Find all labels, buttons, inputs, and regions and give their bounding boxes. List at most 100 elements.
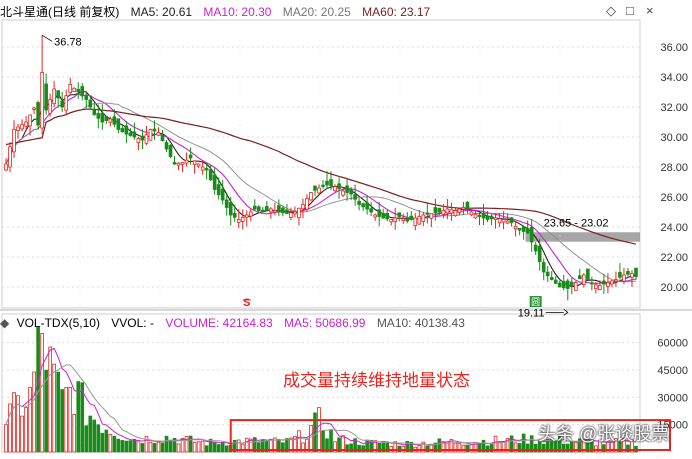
candle-body (64, 95, 69, 111)
candle-body (188, 154, 193, 159)
volume-bar (76, 381, 81, 453)
volume-bar (325, 438, 329, 453)
candle-body (40, 72, 44, 129)
candle-body (614, 279, 618, 282)
candle-body (493, 217, 498, 220)
volume-bar (545, 438, 550, 453)
volume-bar (88, 415, 93, 453)
volume-panel-toggle-icon[interactable]: ◆ (0, 316, 10, 330)
candle-body (293, 211, 297, 215)
candle-body (409, 215, 414, 220)
volume-bar (573, 441, 578, 453)
low-arrowhead (563, 309, 569, 316)
maximize-icon[interactable]: □ (626, 3, 634, 18)
volume-bar (188, 435, 193, 453)
candle-body (521, 226, 526, 232)
candle-body (333, 186, 337, 192)
candle-body (124, 125, 129, 135)
candle-body (200, 166, 205, 171)
volume-bar (357, 444, 361, 453)
volume-bar (240, 443, 245, 453)
volume-bar (321, 430, 325, 453)
ma20-line (5, 102, 637, 283)
volume-bar (565, 443, 570, 453)
watermark: 头条 @张谈股票 (538, 424, 670, 444)
candle-body (68, 84, 73, 94)
candle-body (501, 219, 506, 223)
volume-tick-label: 45000 (657, 365, 688, 377)
candle-body (80, 86, 85, 97)
candle-body (413, 217, 418, 226)
candle-body (405, 217, 410, 222)
candle-body (465, 201, 470, 211)
candle-body (116, 118, 121, 130)
candle-body (96, 113, 101, 119)
candle-body (12, 129, 16, 153)
price-tick-label: 32.00 (660, 102, 688, 114)
volume-bar (180, 438, 185, 453)
candle-body (244, 214, 249, 218)
candle-body (172, 162, 177, 165)
volume-bar (256, 442, 261, 453)
volume-bar (32, 371, 36, 453)
volume-bar (626, 444, 630, 453)
candle-body (361, 203, 365, 208)
candle-body (16, 126, 20, 131)
volume-bar (128, 440, 133, 453)
candle-body (32, 107, 36, 110)
volume-bar (252, 437, 257, 453)
volume-bar (533, 444, 538, 453)
candle-body (240, 216, 245, 222)
candle-body (385, 212, 390, 220)
volume-bar (341, 435, 345, 453)
candle-body (285, 209, 289, 214)
volume-bar (4, 424, 8, 453)
volume-bar (525, 443, 530, 453)
candle-body (373, 214, 377, 218)
volume-bar (582, 438, 586, 453)
candle-body (148, 129, 153, 141)
candle-body (441, 210, 446, 215)
volume-bar (56, 371, 60, 453)
volume-bar (96, 424, 101, 453)
volume-tick-label: 60000 (657, 338, 688, 350)
candle-body (329, 179, 333, 187)
volume-bar (349, 443, 353, 453)
candle-body (252, 205, 257, 210)
options-icon[interactable]: ◇ (606, 3, 616, 18)
candle-body (541, 262, 546, 273)
volume-bar (361, 445, 365, 453)
vvol-readout: VVOL: - (111, 316, 154, 330)
candle-body (565, 280, 570, 289)
close-icon[interactable]: × (646, 3, 654, 18)
volume-bar (505, 438, 510, 453)
volume-bar (224, 445, 229, 453)
volume-bar (24, 407, 28, 453)
gap-zone-band (525, 232, 640, 242)
candle-body (76, 88, 81, 93)
candle-body (88, 99, 93, 108)
candle-body (453, 210, 458, 216)
y-axis-labels: 20.00 22.00 24.00 26.00 28.00 30.00 32.00 34.00… (657, 42, 688, 432)
candle-body (60, 100, 64, 108)
volume-bar (561, 443, 566, 453)
volume-bar (421, 441, 426, 453)
vol-ma10-readout: MA10: 40138.43 (376, 316, 465, 330)
volume-bar (100, 432, 105, 453)
s-marker: S (243, 297, 250, 309)
volume-bar (369, 440, 373, 453)
candle-body (180, 162, 185, 165)
candle-body (481, 212, 486, 219)
candle-body (325, 180, 329, 186)
volume-bar (236, 439, 241, 453)
candle-body (108, 118, 113, 123)
volume-bar (20, 415, 24, 453)
low-label: 19.11 (518, 307, 545, 319)
candle-body (248, 211, 253, 217)
candle-body (136, 138, 141, 144)
candle-body (549, 277, 554, 280)
volume-bar (136, 440, 141, 453)
volume-bar (144, 435, 149, 453)
candle-body (309, 192, 313, 201)
